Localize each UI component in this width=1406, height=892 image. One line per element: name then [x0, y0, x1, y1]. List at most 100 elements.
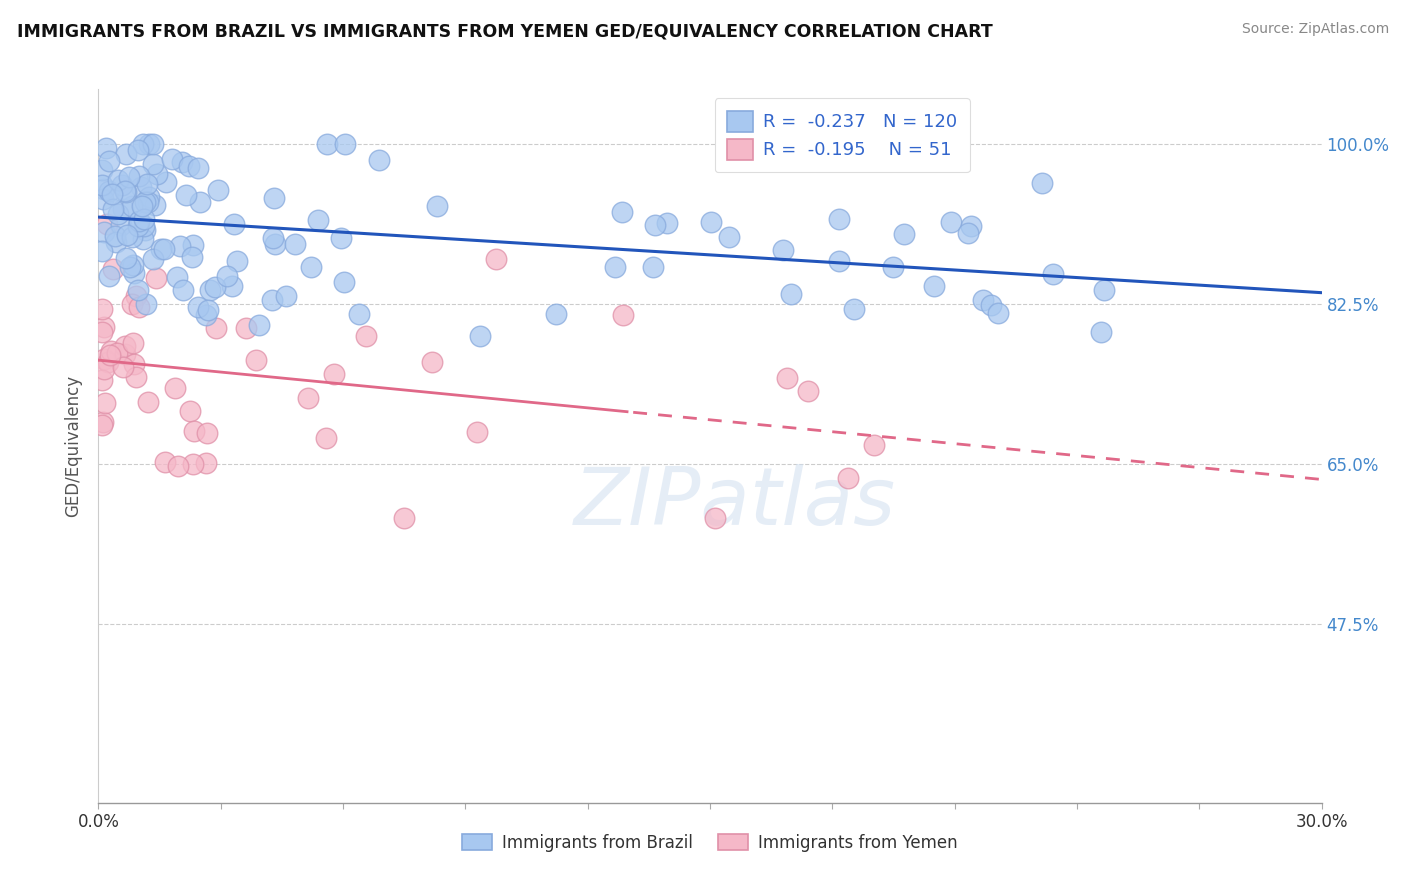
- Point: [162, 153, 184, 167]
- Point: [131, 231, 153, 245]
- Point: [91, 244, 114, 258]
- Point: [121, 199, 143, 213]
- Point: [284, 237, 307, 252]
- Point: [863, 437, 886, 451]
- Point: [207, 183, 229, 197]
- Point: [93, 225, 115, 239]
- Point: [107, 206, 129, 220]
- Legend: Immigrants from Brazil, Immigrants from Yemen: Immigrants from Brazil, Immigrants from …: [456, 828, 965, 859]
- Point: [136, 177, 159, 191]
- Point: [235, 321, 257, 335]
- Point: [121, 336, 143, 351]
- Point: [93, 361, 115, 376]
- Point: [263, 191, 285, 205]
- Point: [142, 137, 165, 152]
- Point: [127, 283, 149, 297]
- Point: [97, 153, 120, 168]
- Point: [125, 289, 148, 303]
- Point: [420, 354, 443, 368]
- Point: [111, 178, 134, 193]
- Point: [217, 268, 239, 283]
- Point: [323, 368, 346, 382]
- Point: [169, 239, 191, 253]
- Point: [882, 260, 904, 274]
- Point: [91, 325, 114, 339]
- Point: [136, 395, 159, 409]
- Point: [779, 287, 801, 301]
- Point: [197, 303, 219, 318]
- Point: [262, 293, 284, 307]
- Point: [101, 262, 124, 277]
- Point: [717, 229, 740, 244]
- Point: [100, 187, 122, 202]
- Point: [893, 227, 915, 242]
- Point: [1090, 325, 1112, 339]
- Point: [128, 300, 150, 314]
- Point: [187, 161, 209, 175]
- Point: [188, 195, 211, 210]
- Point: [245, 352, 267, 367]
- Point: [138, 190, 160, 204]
- Point: [308, 212, 330, 227]
- Point: [776, 371, 799, 385]
- Point: [110, 218, 132, 232]
- Point: [198, 283, 221, 297]
- Point: [96, 217, 118, 231]
- Point: [181, 457, 204, 471]
- Point: [105, 346, 128, 360]
- Text: ZIPatlas: ZIPatlas: [574, 464, 896, 542]
- Point: [922, 279, 945, 293]
- Point: [828, 253, 851, 268]
- Point: [544, 307, 567, 321]
- Point: [299, 260, 322, 274]
- Point: [195, 456, 218, 470]
- Point: [1042, 267, 1064, 281]
- Point: [120, 260, 142, 275]
- Point: [97, 184, 120, 198]
- Point: [263, 237, 285, 252]
- Point: [939, 214, 962, 228]
- Point: [138, 137, 160, 152]
- Point: [115, 185, 138, 199]
- Point: [91, 301, 114, 316]
- Point: [94, 141, 117, 155]
- Point: [972, 293, 994, 307]
- Point: [960, 219, 983, 234]
- Point: [392, 510, 415, 524]
- Point: [772, 243, 794, 257]
- Point: [247, 318, 270, 332]
- Point: [797, 384, 820, 399]
- Point: [980, 297, 1002, 311]
- Point: [274, 289, 297, 303]
- Point: [98, 268, 121, 283]
- Point: [166, 459, 188, 474]
- Point: [128, 169, 150, 184]
- Point: [131, 137, 153, 152]
- Point: [1092, 283, 1115, 297]
- Point: [174, 187, 197, 202]
- Point: [104, 228, 127, 243]
- Point: [484, 252, 506, 267]
- Point: [128, 214, 150, 228]
- Point: [426, 199, 449, 213]
- Point: [129, 180, 152, 194]
- Point: [155, 455, 177, 469]
- Point: [132, 211, 155, 226]
- Point: [142, 252, 165, 267]
- Point: [329, 231, 352, 245]
- Point: [127, 143, 149, 157]
- Point: [655, 216, 678, 230]
- Point: [297, 391, 319, 405]
- Point: [135, 297, 157, 311]
- Point: [699, 215, 721, 229]
- Point: [842, 301, 865, 316]
- Point: [204, 279, 226, 293]
- Point: [143, 198, 166, 212]
- Point: [91, 178, 114, 192]
- Point: [315, 431, 337, 445]
- Point: [181, 237, 204, 252]
- Point: [367, 153, 389, 167]
- Point: [125, 370, 148, 384]
- Point: [114, 184, 136, 198]
- Point: [703, 511, 725, 525]
